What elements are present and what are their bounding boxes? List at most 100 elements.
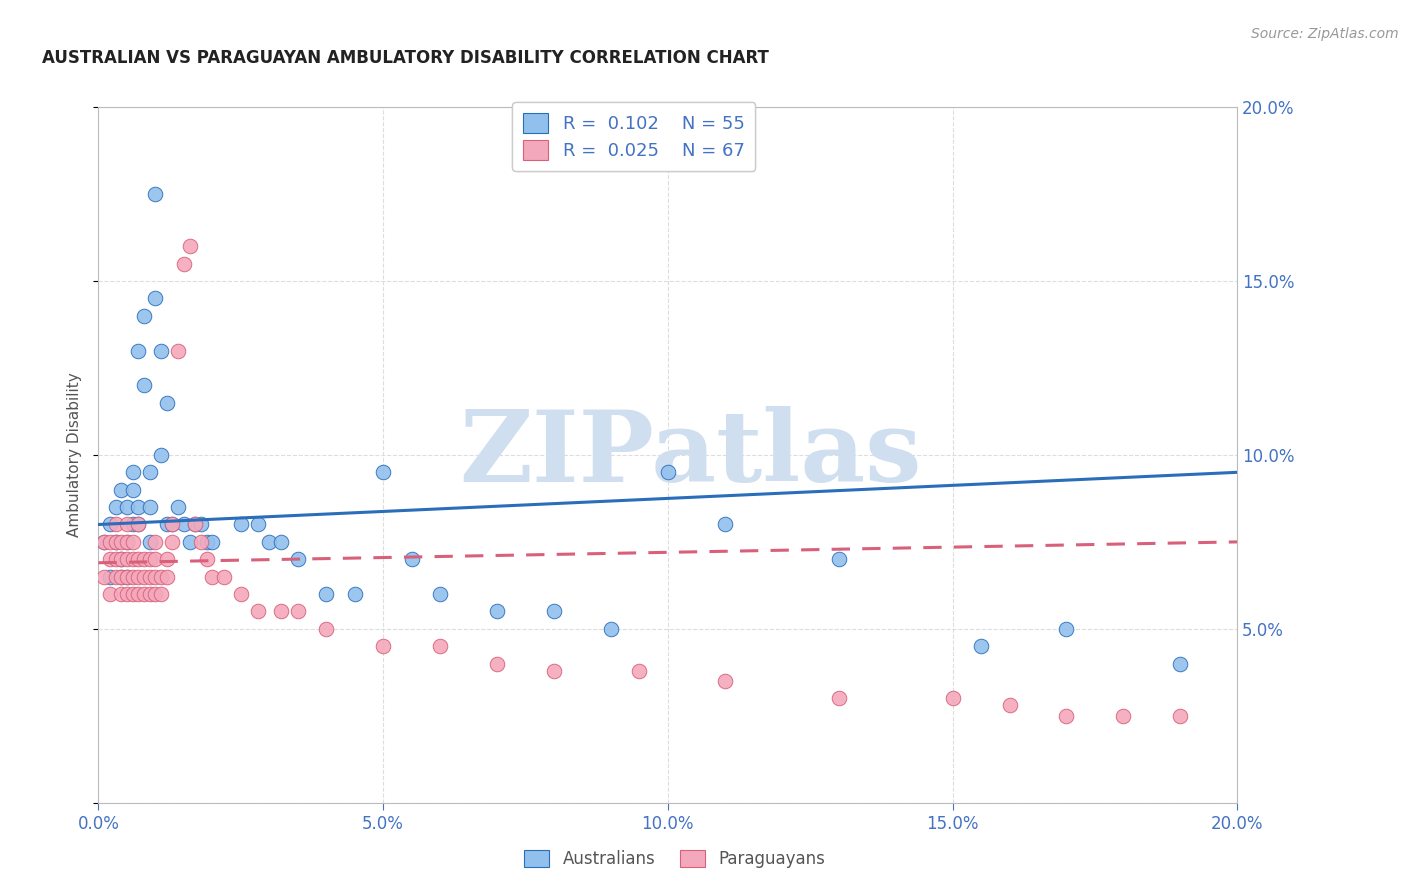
Point [115, 534, 138, 549]
Point [110, 587, 132, 601]
Point [145, 570, 167, 584]
Point [173, 257, 195, 271]
Point [121, 466, 143, 480]
Point [229, 517, 252, 532]
Point [190, 534, 212, 549]
Point [657, 466, 679, 480]
Point [246, 605, 269, 619]
Point [190, 517, 212, 532]
Point [600, 622, 623, 636]
Point [138, 552, 160, 566]
Point [115, 517, 138, 532]
Legend: R =  0.102    N = 55, R =  0.025    N = 67: R = 0.102 N = 55, R = 0.025 N = 67 [512, 103, 755, 171]
Point [127, 570, 149, 584]
Point [115, 587, 138, 601]
Point [212, 570, 235, 584]
Point [145, 587, 167, 601]
Point [1170, 708, 1192, 723]
Point [132, 587, 155, 601]
Point [138, 534, 160, 549]
Point [138, 587, 160, 601]
Point [429, 587, 451, 601]
Point [998, 698, 1021, 713]
Point [104, 534, 127, 549]
Point [184, 517, 207, 532]
Point [162, 534, 184, 549]
Point [486, 657, 509, 671]
Point [173, 517, 195, 532]
Point [270, 534, 292, 549]
Point [270, 605, 292, 619]
Point [98, 552, 121, 566]
Point [110, 483, 132, 497]
Point [132, 570, 155, 584]
Point [486, 605, 509, 619]
Point [145, 187, 167, 202]
Point [942, 691, 965, 706]
Point [132, 309, 155, 323]
Point [115, 534, 138, 549]
Point [156, 517, 179, 532]
Point [104, 517, 127, 532]
Point [104, 534, 127, 549]
Point [98, 534, 121, 549]
Point [104, 552, 127, 566]
Point [98, 517, 121, 532]
Point [343, 587, 366, 601]
Point [828, 552, 851, 566]
Point [127, 343, 149, 358]
Point [104, 500, 127, 514]
Point [145, 552, 167, 566]
Point [201, 570, 224, 584]
Point [167, 500, 190, 514]
Point [150, 343, 173, 358]
Point [195, 534, 218, 549]
Point [162, 517, 184, 532]
Point [156, 570, 179, 584]
Point [150, 570, 173, 584]
Point [1056, 622, 1078, 636]
Point [1112, 708, 1135, 723]
Point [229, 587, 252, 601]
Point [93, 534, 115, 549]
Point [828, 691, 851, 706]
Point [93, 534, 115, 549]
Point [179, 534, 201, 549]
Point [132, 378, 155, 392]
Point [110, 552, 132, 566]
Point [138, 500, 160, 514]
Point [121, 587, 143, 601]
Point [315, 622, 337, 636]
Point [156, 395, 179, 409]
Point [104, 570, 127, 584]
Point [315, 587, 337, 601]
Point [145, 291, 167, 305]
Point [1170, 657, 1192, 671]
Point [429, 639, 451, 653]
Point [121, 570, 143, 584]
Point [373, 639, 395, 653]
Point [110, 570, 132, 584]
Point [110, 534, 132, 549]
Point [145, 534, 167, 549]
Point [127, 517, 149, 532]
Point [127, 500, 149, 514]
Point [138, 570, 160, 584]
Point [401, 552, 423, 566]
Text: ZIPatlas: ZIPatlas [460, 407, 922, 503]
Text: Source: ZipAtlas.com: Source: ZipAtlas.com [1251, 27, 1399, 41]
Point [132, 552, 155, 566]
Point [115, 570, 138, 584]
Point [115, 552, 138, 566]
Point [93, 570, 115, 584]
Legend: Australians, Paraguayans: Australians, Paraguayans [517, 843, 832, 875]
Text: AUSTRALIAN VS PARAGUAYAN AMBULATORY DISABILITY CORRELATION CHART: AUSTRALIAN VS PARAGUAYAN AMBULATORY DISA… [42, 49, 769, 67]
Point [121, 483, 143, 497]
Point [970, 639, 993, 653]
Point [195, 552, 218, 566]
Point [1056, 708, 1078, 723]
Point [138, 466, 160, 480]
Point [628, 664, 651, 678]
Point [543, 605, 565, 619]
Point [156, 552, 179, 566]
